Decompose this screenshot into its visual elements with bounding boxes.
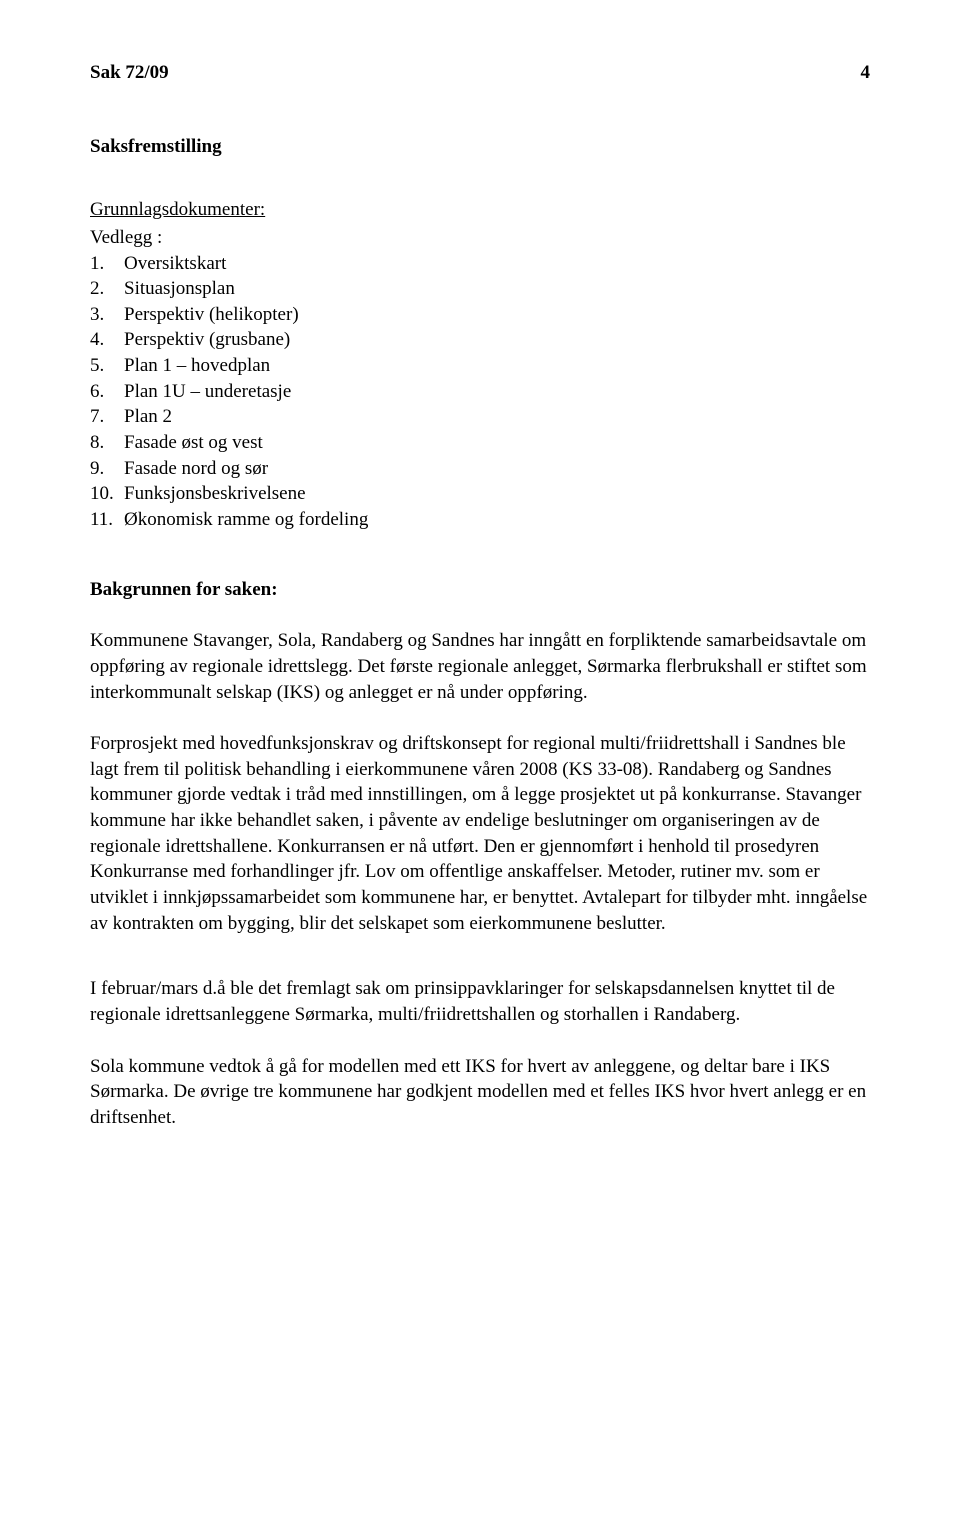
list-item-text: Fasade nord og sør <box>124 456 268 482</box>
list-item-text: Perspektiv (grusbane) <box>124 327 290 353</box>
attachments-list: 1.Oversiktskart2.Situasjonsplan3.Perspek… <box>90 251 870 533</box>
list-item-number: 2. <box>90 276 124 302</box>
background-heading: Bakgrunnen for saken: <box>90 577 870 603</box>
attachments-title: Grunnlagsdokumenter: <box>90 197 870 223</box>
background-paragraph-1: Kommunene Stavanger, Sola, Randaberg og … <box>90 628 870 705</box>
list-item: 8.Fasade øst og vest <box>90 430 870 456</box>
list-item-number: 7. <box>90 404 124 430</box>
list-item-number: 5. <box>90 353 124 379</box>
list-item-number: 4. <box>90 327 124 353</box>
section-heading: Saksfremstilling <box>90 134 870 160</box>
background-paragraph-3: I februar/mars d.å ble det fremlagt sak … <box>90 976 870 1027</box>
attachments-subtitle: Vedlegg : <box>90 225 870 251</box>
list-item: 9.Fasade nord og sør <box>90 456 870 482</box>
header-row: Sak 72/09 4 <box>90 60 870 86</box>
list-item: 4.Perspektiv (grusbane) <box>90 327 870 353</box>
background-paragraph-2: Forprosjekt med hovedfunksjonskrav og dr… <box>90 731 870 936</box>
page-number: 4 <box>861 60 871 86</box>
list-item-text: Plan 1 – hovedplan <box>124 353 270 379</box>
list-item-text: Situasjonsplan <box>124 276 235 302</box>
list-item-text: Økonomisk ramme og fordeling <box>124 507 368 533</box>
list-item-text: Oversiktskart <box>124 251 226 277</box>
list-item-text: Perspektiv (helikopter) <box>124 302 299 328</box>
list-item: 7.Plan 2 <box>90 404 870 430</box>
list-item-text: Plan 2 <box>124 404 172 430</box>
list-item: 5.Plan 1 – hovedplan <box>90 353 870 379</box>
list-item: 3.Perspektiv (helikopter) <box>90 302 870 328</box>
list-item: 1.Oversiktskart <box>90 251 870 277</box>
background-paragraph-4: Sola kommune vedtok å gå for modellen me… <box>90 1054 870 1131</box>
list-item-number: 11. <box>90 507 124 533</box>
list-item-number: 8. <box>90 430 124 456</box>
list-item-number: 1. <box>90 251 124 277</box>
case-reference: Sak 72/09 <box>90 60 169 86</box>
list-item-text: Fasade øst og vest <box>124 430 263 456</box>
list-item: 10.Funksjonsbeskrivelsene <box>90 481 870 507</box>
list-item-number: 6. <box>90 379 124 405</box>
list-item: 11.Økonomisk ramme og fordeling <box>90 507 870 533</box>
list-item: 2.Situasjonsplan <box>90 276 870 302</box>
list-item-text: Funksjonsbeskrivelsene <box>124 481 306 507</box>
list-item-number: 9. <box>90 456 124 482</box>
list-item: 6.Plan 1U – underetasje <box>90 379 870 405</box>
list-item-number: 3. <box>90 302 124 328</box>
list-item-number: 10. <box>90 481 124 507</box>
list-item-text: Plan 1U – underetasje <box>124 379 291 405</box>
